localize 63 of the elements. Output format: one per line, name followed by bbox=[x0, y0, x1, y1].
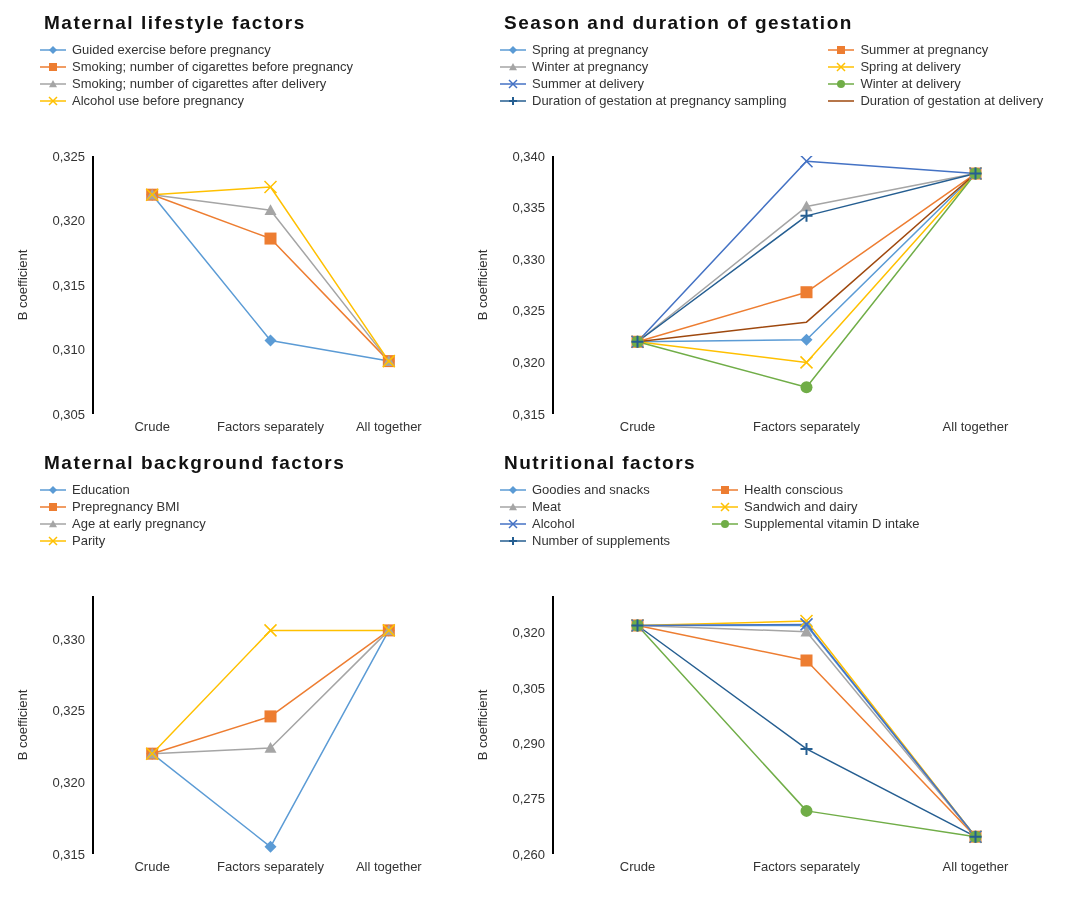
y-tick-label: 0,275 bbox=[512, 791, 545, 807]
x-tick-label: All together bbox=[355, 419, 423, 435]
x-tick-label: Crude bbox=[134, 859, 170, 875]
legend-label: Winter at delivery bbox=[860, 76, 961, 91]
x-tick-label: Factors separately bbox=[217, 859, 325, 875]
y-tick-label: 0,320 bbox=[512, 355, 545, 371]
legend-label: Winter at pregnancy bbox=[532, 59, 649, 74]
y-tick-label: 0,340 bbox=[512, 148, 545, 164]
legend-label: Duration of gestation at delivery bbox=[860, 93, 1044, 108]
y-tick-label: 0,320 bbox=[52, 213, 85, 229]
legend-label: Summer at delivery bbox=[532, 76, 644, 91]
x-tick-label: All together bbox=[942, 419, 1010, 435]
y-axis-title: B coefficient bbox=[14, 249, 30, 321]
y-tick-label: 0,305 bbox=[512, 680, 545, 696]
legend-label: Spring at pregnancy bbox=[532, 42, 649, 57]
legend-label: Age at early pregnancy bbox=[72, 516, 206, 531]
y-axis-title: B coefficient bbox=[14, 689, 30, 761]
legend-label: Spring at delivery bbox=[860, 59, 961, 74]
y-tick-label: 0,330 bbox=[52, 631, 85, 647]
y-tick-label: 0,330 bbox=[512, 251, 545, 267]
y-tick-label: 0,305 bbox=[52, 406, 85, 422]
legend-label: Alcohol bbox=[532, 516, 575, 531]
legend-label: Prepregnancy BMI bbox=[72, 499, 180, 514]
legend-label: Alcohol use before pregnancy bbox=[72, 93, 245, 108]
legend-label: Number of supplements bbox=[532, 533, 671, 548]
legend-label: Guided exercise before pregnancy bbox=[72, 42, 271, 57]
chart-title: Maternal lifestyle factors bbox=[44, 12, 307, 34]
legend-label: Smoking; number of cigarettes after delivery bbox=[72, 76, 327, 91]
x-tick-label: Factors separately bbox=[753, 859, 861, 875]
x-tick-label: Crude bbox=[619, 419, 656, 435]
legend-label: Duration of gestation at pregnancy sampling bbox=[532, 93, 787, 108]
x-tick-label: Crude bbox=[619, 859, 656, 875]
y-tick-label: 0,325 bbox=[52, 703, 85, 719]
legend-label: Health conscious bbox=[744, 482, 844, 497]
x-tick-label: Factors separately bbox=[217, 419, 325, 435]
legend-label: Sandwich and dairy bbox=[744, 499, 858, 514]
y-tick-label: 0,315 bbox=[52, 277, 85, 293]
legend-label: Parity bbox=[72, 533, 106, 548]
y-tick-label: 0,325 bbox=[52, 148, 85, 164]
x-tick-label: Crude bbox=[134, 419, 170, 435]
chart-title: Maternal background factors bbox=[44, 452, 347, 474]
legend-label: Summer at pregnancy bbox=[860, 42, 989, 57]
y-tick-label: 0,315 bbox=[52, 846, 85, 862]
x-tick-label: Factors separately bbox=[753, 419, 861, 435]
y-tick-label: 0,290 bbox=[512, 736, 545, 752]
legend-label: Goodies and snacks bbox=[532, 482, 650, 497]
y-tick-label: 0,320 bbox=[512, 625, 545, 641]
y-tick-label: 0,260 bbox=[512, 846, 545, 862]
y-axis-title: B coefficient bbox=[474, 689, 490, 761]
y-tick-label: 0,320 bbox=[52, 774, 85, 790]
y-tick-label: 0,315 bbox=[512, 406, 545, 422]
legend-label: Supplemental vitamin D intake bbox=[744, 516, 920, 531]
y-axis-title: B coefficient bbox=[474, 249, 490, 321]
chart-title: Season and duration of gestation bbox=[504, 12, 854, 34]
y-tick-label: 0,335 bbox=[512, 200, 545, 216]
y-tick-label: 0,310 bbox=[52, 342, 85, 358]
chart-title: Nutritional factors bbox=[504, 452, 698, 474]
x-tick-label: All together bbox=[942, 859, 1010, 875]
legend-label: Meat bbox=[532, 499, 561, 514]
legend-label: Education bbox=[72, 482, 130, 497]
x-tick-label: All together bbox=[355, 859, 423, 875]
legend-label: Smoking; number of cigarettes before pregnancy bbox=[72, 59, 354, 74]
y-tick-label: 0,325 bbox=[512, 303, 545, 319]
